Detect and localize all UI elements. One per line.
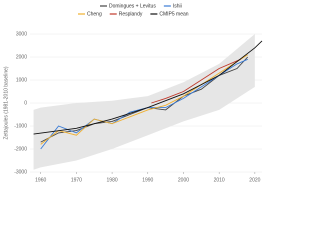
y-tick-label: 1000 bbox=[16, 77, 27, 83]
legend: Domingues + Levitus Ishii Cheng Resplandy CM… bbox=[78, 3, 189, 17]
x-tick-label: 2020 bbox=[249, 177, 260, 183]
range-band bbox=[33, 34, 255, 170]
y-tick-label: -1000 bbox=[14, 123, 27, 129]
series-line bbox=[151, 58, 241, 104]
x-tick-label: 2000 bbox=[178, 177, 189, 183]
series-line bbox=[33, 40, 263, 135]
legend-label: CMIP5 mean bbox=[159, 11, 188, 17]
legend-label: Resplandy bbox=[119, 11, 143, 17]
x-tick-label: 2010 bbox=[214, 177, 225, 183]
legend-label: Cheng bbox=[87, 11, 102, 17]
x-tick-label: 1970 bbox=[71, 177, 82, 183]
x-tick-label: 1980 bbox=[107, 177, 118, 183]
x-tick-label: 1990 bbox=[142, 177, 153, 183]
legend-label: Domingues + Levitus bbox=[109, 3, 156, 9]
y-tick-label: 3000 bbox=[16, 31, 27, 37]
y-tick-label: 2000 bbox=[16, 54, 27, 60]
y-tick-label: 0 bbox=[24, 100, 27, 106]
y-tick-label: -2000 bbox=[14, 146, 27, 152]
y-axis-label: Zettajoules (1981-2010 baseline) bbox=[3, 66, 9, 139]
chart: Zettajoules (1981-2010 baseline) 3000 200… bbox=[3, 3, 263, 183]
legend-label: Ishii bbox=[173, 3, 182, 9]
x-tick-label: 1960 bbox=[35, 177, 46, 183]
series-line bbox=[40, 54, 248, 145]
y-tick-label: -3000 bbox=[14, 169, 27, 175]
